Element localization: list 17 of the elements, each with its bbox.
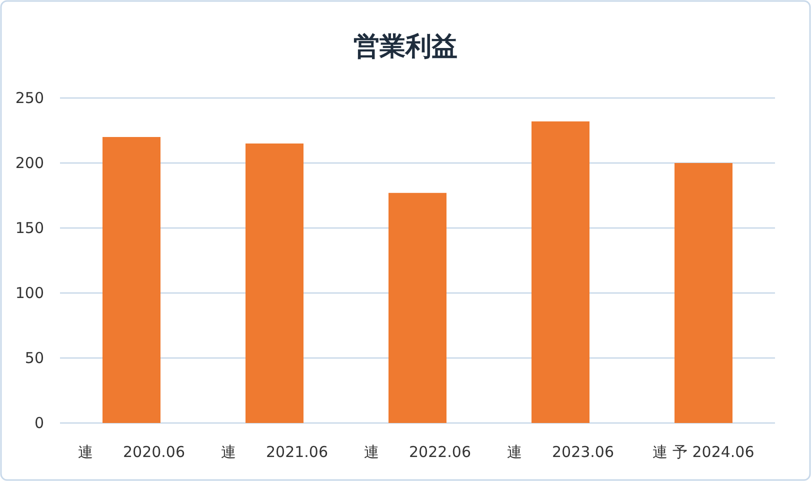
y-tick-label: 200 — [15, 154, 44, 172]
y-tick-label: 0 — [34, 414, 44, 432]
bar — [388, 192, 446, 423]
y-tick-label: 100 — [15, 284, 44, 302]
x-tick-label: 連 予 2024.06 — [652, 443, 754, 461]
chart-title: 営業利益 — [354, 32, 458, 62]
x-tick-label: 連 2021.06 — [220, 443, 328, 461]
y-tick-label: 250 — [15, 89, 44, 107]
x-tick-label: 連 2022.06 — [364, 443, 472, 461]
bar — [246, 144, 304, 423]
bar — [674, 163, 732, 423]
x-tick-label: 連 2023.06 — [506, 443, 614, 461]
y-tick-label: 150 — [15, 219, 44, 237]
bar — [532, 121, 590, 423]
bar — [102, 137, 160, 423]
y-tick-label: 50 — [24, 349, 44, 367]
x-tick-label: 連 2020.06 — [78, 443, 186, 461]
